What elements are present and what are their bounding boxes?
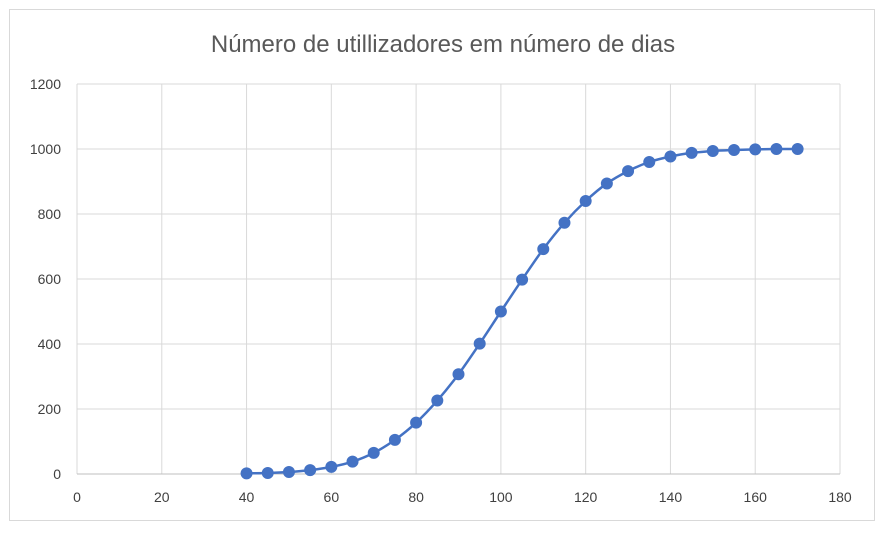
x-tick-label: 100 <box>489 489 513 505</box>
grid-layer <box>76 83 841 475</box>
chart-frame <box>9 9 875 521</box>
y-tick-label: 0 <box>53 466 61 482</box>
x-tick-label: 120 <box>574 489 598 505</box>
x-tick-label: 160 <box>744 489 768 505</box>
x-tick-label: 60 <box>324 489 340 505</box>
data-point <box>304 464 317 477</box>
y-tick-label: 1000 <box>30 141 61 157</box>
data-point <box>494 305 507 318</box>
data-point <box>346 455 359 468</box>
data-point <box>282 466 295 479</box>
data-point <box>791 143 804 155</box>
data-point <box>664 150 677 163</box>
y-tick-label: 200 <box>38 401 62 417</box>
x-tick-label: 80 <box>408 489 424 505</box>
data-point <box>643 156 656 168</box>
tick-layer: 0 200 400 600 800 1000 1200 0 20 40 60 80 100 120 140 1… <box>30 76 852 505</box>
data-point <box>388 433 401 446</box>
data-point <box>749 143 762 156</box>
x-tick-label: 180 <box>828 489 852 505</box>
data-point <box>706 144 719 157</box>
data-point <box>367 446 380 459</box>
data-point <box>516 273 529 286</box>
data-point <box>558 216 571 229</box>
series-line <box>246 147 798 475</box>
data-point <box>537 243 550 256</box>
y-tick-label: 600 <box>38 271 62 287</box>
x-tick-label: 20 <box>154 489 170 505</box>
y-tick-label: 400 <box>38 336 62 352</box>
data-point <box>685 146 698 159</box>
x-tick-label: 40 <box>239 489 255 505</box>
x-tick-label: 0 <box>73 489 81 505</box>
chart-title: Número de utillizadores em número de dia… <box>211 31 675 58</box>
data-point <box>473 337 486 350</box>
data-point <box>728 143 741 156</box>
x-tick-label: 140 <box>659 489 683 505</box>
data-point <box>325 460 338 473</box>
data-point <box>600 177 613 190</box>
y-tick-label: 1200 <box>30 76 61 92</box>
y-tick-label: 800 <box>38 206 62 222</box>
data-point <box>579 195 592 207</box>
series-layer <box>240 143 804 480</box>
data-point <box>261 467 274 480</box>
data-point <box>770 143 783 155</box>
data-point <box>240 467 253 480</box>
data-point <box>622 165 635 178</box>
data-point <box>431 394 444 407</box>
data-point <box>452 368 465 381</box>
data-point <box>410 416 423 429</box>
